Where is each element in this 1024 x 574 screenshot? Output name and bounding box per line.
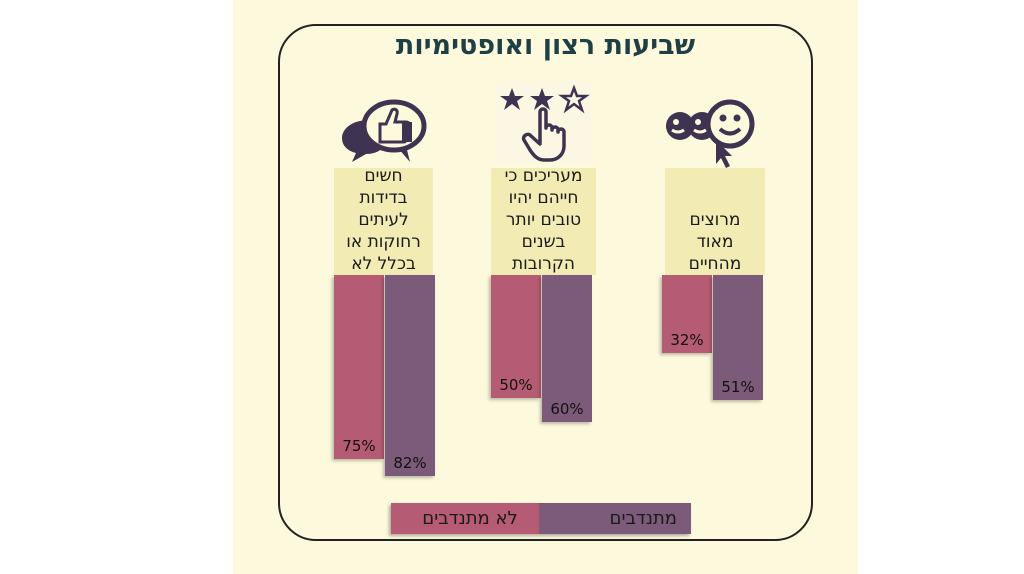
bar-volunteers bbox=[385, 275, 435, 476]
legend-label-volunteers: מתנדבים bbox=[609, 508, 677, 529]
category-label-line: הקרובות bbox=[511, 254, 576, 274]
bar-value-label: 32% bbox=[670, 331, 704, 350]
category-label-line: מעריכים כי bbox=[504, 166, 583, 186]
category-label-line: מאוד bbox=[696, 232, 734, 252]
infographic-frame bbox=[278, 24, 813, 541]
category-label-line: טובים יותר bbox=[505, 210, 582, 230]
bar-volunteers bbox=[713, 275, 763, 400]
star-rating-hand-icon bbox=[496, 82, 592, 164]
bar-non-volunteers bbox=[491, 275, 541, 398]
bar-value-label: 60% bbox=[550, 400, 584, 418]
legend: לא מתנדבים מתנדבים bbox=[391, 503, 691, 534]
bar-value-label: 75% bbox=[342, 436, 376, 455]
category-label-line: מרוצים bbox=[689, 210, 741, 230]
bar-value-label: 50% bbox=[499, 375, 533, 394]
category-label-satisfaction: מרוצים מאוד מהחיים bbox=[665, 168, 765, 275]
category-label-line: בכלל לא bbox=[351, 254, 416, 274]
category-label-line: בדידות bbox=[359, 188, 408, 208]
category-label-line: רחוקות או bbox=[346, 232, 421, 252]
category-label-line: בשנים bbox=[521, 232, 566, 252]
bar-non-volunteers bbox=[662, 275, 712, 354]
category-label-line: לעיתים bbox=[358, 210, 409, 230]
category-label-loneliness: חשים בדידות לעיתים רחוקות או בכלל לא bbox=[334, 166, 433, 275]
chart-title: שביעות רצון ואופטימיות bbox=[395, 30, 696, 61]
category-label-optimism: מעריכים כי חייהם יהיו טובים יותר בשנים ה… bbox=[491, 166, 596, 275]
thumbs-up-speech-bubble-icon bbox=[342, 99, 427, 162]
legend-item-volunteers: מתנדבים bbox=[539, 503, 691, 534]
legend-item-non-volunteers: לא מתנדבים bbox=[391, 503, 539, 534]
bar-non-volunteers bbox=[334, 275, 384, 459]
bar-volunteers bbox=[542, 275, 592, 422]
legend-label-non-volunteers: לא מתנדבים bbox=[422, 508, 518, 529]
bar-value-label: 51% bbox=[721, 377, 755, 396]
smiley-faces-cursor-icon bbox=[666, 99, 755, 168]
category-label-line: חשים bbox=[364, 166, 403, 186]
bar-value-label: 82% bbox=[393, 453, 427, 472]
category-label-line: חייהם יהיו bbox=[508, 188, 579, 208]
category-label-line: מהחיים bbox=[688, 254, 742, 274]
